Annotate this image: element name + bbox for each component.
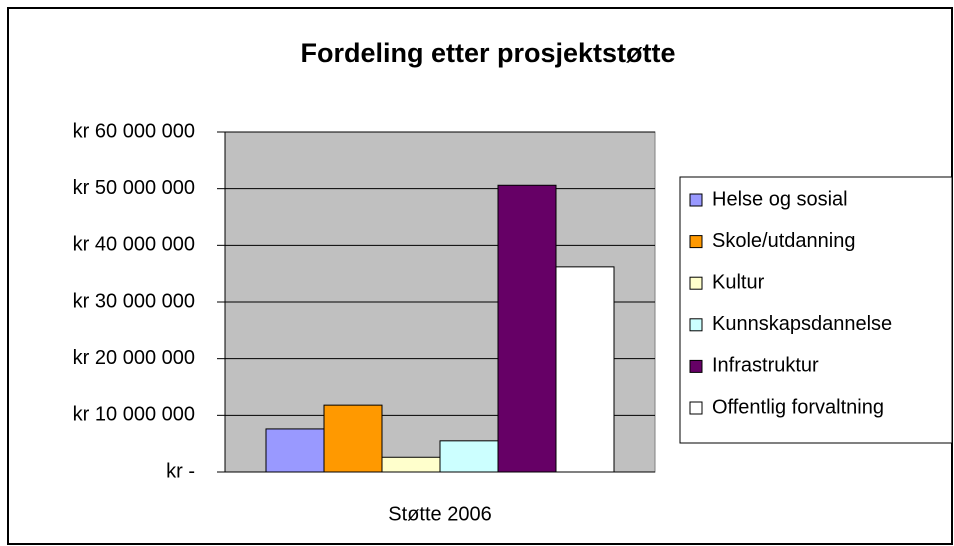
y-tick-label: kr 50 000 000 xyxy=(73,177,195,199)
y-tick-label: kr 40 000 000 xyxy=(73,234,195,256)
y-tick-label: kr 10 000 000 xyxy=(73,404,195,426)
y-tick-label: kr 30 000 000 xyxy=(73,290,195,312)
chart-title: Fordeling etter prosjektstøtte xyxy=(300,38,675,68)
legend-swatch xyxy=(689,193,703,207)
y-tick-label: kr - xyxy=(166,460,195,482)
legend-label: Kunnskapsdannelse xyxy=(712,313,892,335)
legend-swatch xyxy=(689,401,703,415)
legend-swatch xyxy=(689,235,703,249)
legend-swatch xyxy=(689,276,703,290)
bar xyxy=(265,428,325,473)
legend-label: Offentlig forvaltning xyxy=(712,396,884,418)
bar xyxy=(555,266,615,473)
y-tick-label: kr 20 000 000 xyxy=(73,347,195,369)
y-tick-label: kr 60 000 000 xyxy=(73,120,195,142)
legend-label: Helse og sosial xyxy=(712,188,848,210)
bar xyxy=(381,456,441,473)
x-tick-label: Støtte 2006 xyxy=(388,503,491,525)
bar xyxy=(497,184,557,473)
legend-label: Kultur xyxy=(712,271,765,293)
legend-label: Skole/utdanning xyxy=(712,230,855,252)
bar xyxy=(323,404,383,473)
legend-label: Infrastruktur xyxy=(712,355,819,377)
legend-swatch xyxy=(689,359,703,373)
bar xyxy=(439,440,499,473)
legend-box xyxy=(679,176,953,444)
legend-swatch xyxy=(689,318,703,332)
